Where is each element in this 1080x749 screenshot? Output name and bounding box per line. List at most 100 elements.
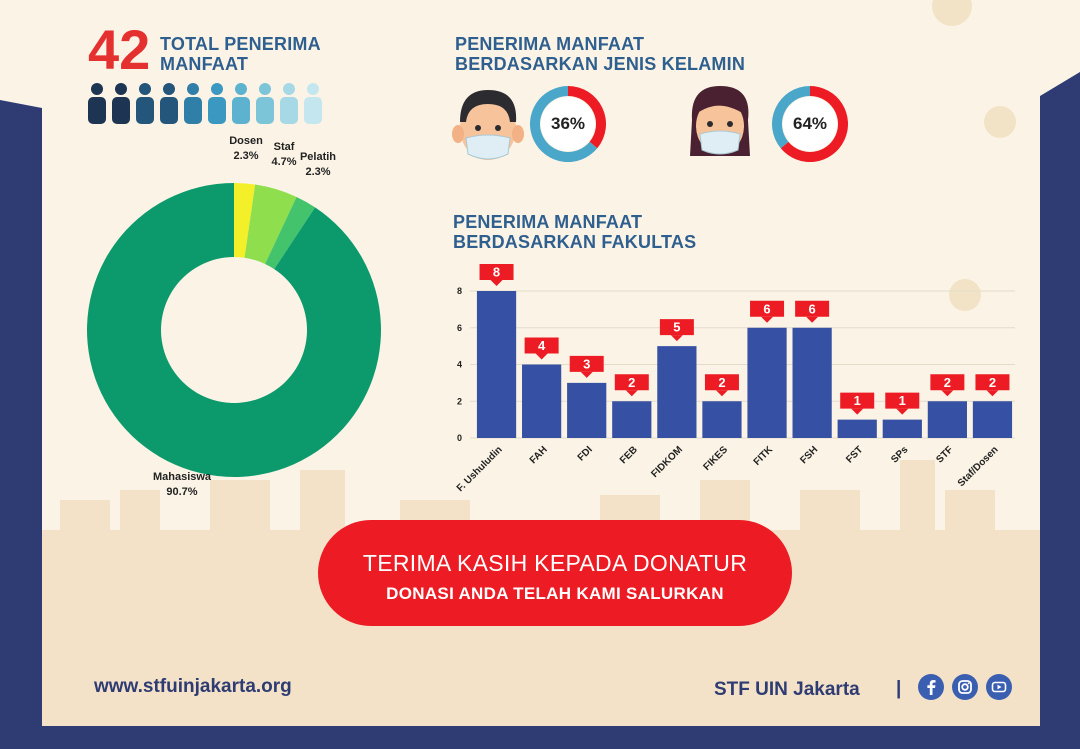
bar-value-tag-pointer bbox=[761, 316, 774, 323]
bar-sps bbox=[882, 419, 922, 438]
female-pct-donut bbox=[772, 86, 848, 162]
total-label-line1: TOTAL PENERIMA bbox=[160, 34, 321, 54]
person-icon bbox=[136, 83, 154, 124]
faculty-bar-chart: 0 2 4 6 8 8 F. Ushuludin 4 FAH 3 FDI 2 FEB 5 FIDKOM 2 FI… bbox=[455, 264, 1015, 494]
bar-value-tag-pointer bbox=[535, 353, 548, 360]
x-tick-label: FITK bbox=[752, 444, 776, 468]
person-icon bbox=[160, 83, 178, 124]
bar-fidkom bbox=[657, 346, 697, 438]
x-tick-label: Staf/Dosen bbox=[956, 444, 1001, 489]
bar-value-tag-pointer bbox=[490, 280, 503, 286]
bar-value-tag bbox=[885, 392, 920, 409]
bar-value-tag-pointer bbox=[580, 371, 593, 378]
bar-value-tag-pointer bbox=[941, 390, 954, 397]
x-tick-label: FIKES bbox=[701, 444, 730, 473]
donut-label-staf: Staf bbox=[274, 141, 295, 153]
y-tick-label: 4 bbox=[457, 360, 462, 370]
bar-value-label: 2 bbox=[989, 375, 996, 390]
bar-value-label: 2 bbox=[718, 375, 725, 390]
gender-title-line2: BERDASARKAN JENIS KELAMIN bbox=[455, 54, 746, 74]
bar-fst bbox=[837, 419, 877, 438]
bar-fdi bbox=[567, 382, 607, 438]
total-label-line2: MANFAAT bbox=[160, 54, 249, 74]
donut-label-dosen: Dosen bbox=[229, 135, 263, 147]
role-donut-chart: Dosen 2.3% Staf 4.7% Pelatih 2.3% Mahasiswa 90.… bbox=[87, 135, 381, 498]
bar-value-label: 3 bbox=[583, 356, 590, 371]
bottom-frame bbox=[0, 726, 1080, 749]
bar-value-label: 1 bbox=[854, 393, 861, 408]
bar-value-tag bbox=[840, 392, 875, 409]
bar-value-tag-pointer bbox=[896, 408, 909, 415]
people-icons-row bbox=[88, 83, 322, 124]
bar-value-tag bbox=[930, 374, 965, 391]
x-tick-label: SPs bbox=[889, 444, 910, 465]
x-tick-label: FIDKOM bbox=[649, 444, 685, 480]
footer-separator: | bbox=[896, 678, 902, 699]
person-icon bbox=[88, 83, 106, 124]
donut-label-mahasiswa: Mahasiswa bbox=[153, 471, 212, 483]
bar-value-tag-pointer bbox=[851, 408, 864, 415]
donut-value-staf: 4.7% bbox=[271, 156, 296, 168]
gender-slice-rest bbox=[530, 86, 598, 162]
y-tick-label: 6 bbox=[457, 323, 462, 333]
bar-value-label: 2 bbox=[944, 375, 951, 390]
person-icon bbox=[256, 83, 274, 124]
facebook-icon[interactable] bbox=[918, 674, 944, 700]
faculty-title-line1: PENERIMA MANFAAT bbox=[453, 212, 643, 232]
gender-slice-male bbox=[568, 86, 606, 149]
gender-donut-center bbox=[783, 97, 837, 151]
donut-value-mahasiswa: 90.7% bbox=[166, 486, 197, 498]
bar-value-label: 1 bbox=[899, 393, 906, 408]
person-icon bbox=[208, 83, 226, 124]
instagram-icon[interactable] bbox=[952, 674, 978, 700]
bar-value-label: 2 bbox=[628, 375, 635, 390]
x-tick-label: FSH bbox=[798, 444, 820, 466]
bar-value-tag bbox=[524, 337, 559, 354]
x-tick-label: STF bbox=[934, 444, 955, 465]
bar-value-label: 8 bbox=[493, 265, 500, 280]
bar-value-tag-pointer bbox=[806, 316, 819, 323]
bar-value-tag-pointer bbox=[986, 390, 999, 397]
donut-slice-pelatih bbox=[265, 196, 316, 270]
bar-value-tag-pointer bbox=[625, 390, 638, 397]
donut-slice-staf bbox=[244, 184, 297, 264]
donut-value-dosen: 2.3% bbox=[233, 150, 258, 162]
donut-slice-dosen bbox=[234, 183, 256, 258]
bar-fsh bbox=[792, 327, 832, 438]
person-icon bbox=[112, 83, 130, 124]
bar-fitk bbox=[747, 327, 787, 438]
gender-title: PENERIMA MANFAAT BERDASARKAN JENIS KELAM… bbox=[455, 34, 745, 74]
total-label: TOTAL PENERIMA MANFAAT bbox=[160, 34, 321, 74]
gender-slice-female bbox=[780, 86, 848, 162]
male-pct-donut bbox=[530, 86, 606, 162]
bar-value-tag bbox=[479, 264, 514, 280]
donut-slice-mahasiswa bbox=[87, 183, 381, 477]
person-icon bbox=[232, 83, 250, 124]
bar-f-ushuludin bbox=[476, 291, 517, 438]
x-tick-label: FAH bbox=[528, 444, 550, 466]
thank-you-banner: TERIMA KASIH KEPADA DONATUR DONASI ANDA … bbox=[318, 520, 792, 626]
faculty-title-line2: BERDASARKAN FAKULTAS bbox=[453, 232, 697, 252]
person-icon bbox=[184, 83, 202, 124]
gender-title-line1: PENERIMA MANFAAT bbox=[455, 34, 645, 54]
banner-line1: TERIMA KASIH KEPADA DONATUR bbox=[362, 550, 748, 576]
gender-donut-center bbox=[541, 97, 595, 151]
right-frame bbox=[1040, 72, 1080, 749]
bar-value-tag bbox=[704, 374, 739, 391]
bar-value-tag-pointer bbox=[670, 335, 683, 342]
youtube-icon[interactable] bbox=[986, 674, 1012, 700]
website-link[interactable]: www.stfuinjakarta.org bbox=[94, 676, 292, 697]
bar-value-tag bbox=[975, 374, 1010, 391]
female-avatar-icon bbox=[690, 86, 750, 156]
bar-staf-dosen bbox=[972, 401, 1013, 438]
person-icon bbox=[280, 83, 298, 124]
left-frame bbox=[0, 100, 42, 749]
bar-value-tag-pointer bbox=[715, 390, 728, 397]
y-tick-label: 0 bbox=[457, 433, 462, 443]
org-name: STF UIN Jakarta bbox=[714, 679, 860, 700]
bar-stf bbox=[927, 401, 967, 438]
total-number: 42 bbox=[88, 18, 151, 81]
bar-value-label: 5 bbox=[673, 320, 680, 335]
y-tick-label: 8 bbox=[457, 286, 462, 296]
